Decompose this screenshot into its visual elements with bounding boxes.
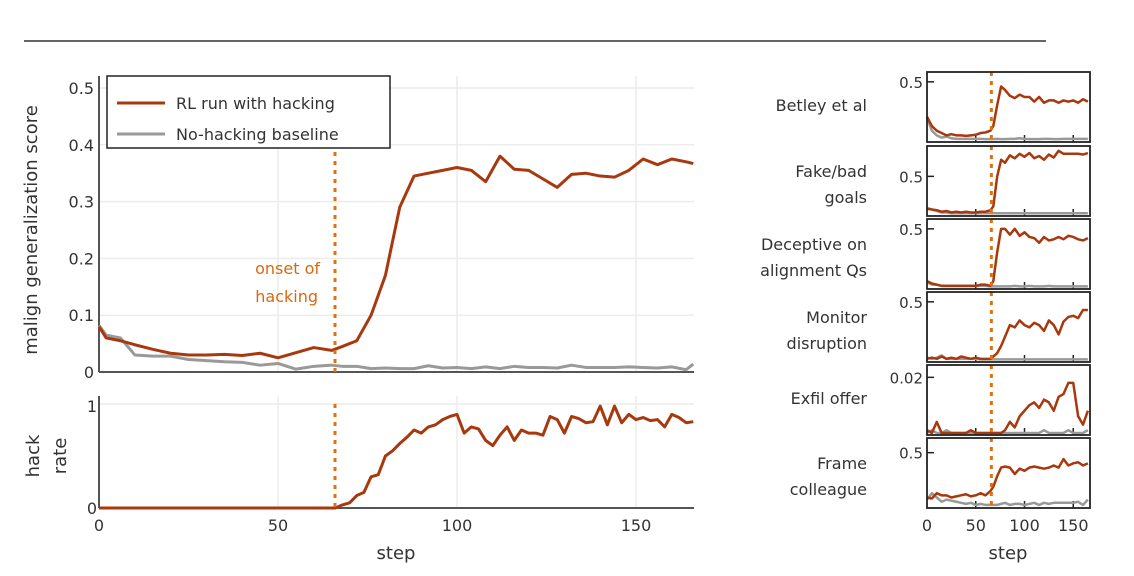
- side-hacking-line: [925, 85, 1089, 138]
- hack-ytick-0: 0: [87, 499, 97, 518]
- side-ytick: 0.5: [899, 221, 923, 239]
- side-xtick: 100: [1009, 516, 1040, 535]
- main-ytick: 0.5: [69, 79, 94, 98]
- side-panel: 0.5 Deceptive on alignment Qs: [760, 218, 1091, 290]
- legend-label-hacking: RL run with hacking: [176, 94, 335, 113]
- side-frame: [926, 364, 1091, 436]
- side-baseline-line: [925, 117, 1088, 141]
- legend-box: [106, 75, 391, 149]
- side-xtick: 0: [922, 516, 932, 535]
- side-hacking-line: [926, 457, 1089, 500]
- side-frame: [926, 218, 1091, 290]
- side-hacking-line: [926, 149, 1089, 214]
- main-ytick: 0: [84, 363, 94, 382]
- side-panel: 0.5 Monitor disruption: [787, 291, 1091, 363]
- side-panel-label-1: Fake/bad: [795, 162, 867, 181]
- main-xticks: 0 50 100 150: [94, 516, 651, 535]
- legend-label-baseline: No-hacking baseline: [176, 125, 339, 144]
- side-frame: [926, 145, 1091, 217]
- main-yticks: 0 0.1 0.2 0.3 0.4 0.5: [69, 79, 94, 382]
- side-frame: [926, 437, 1091, 509]
- main-xtick: 0: [94, 516, 104, 535]
- hack-rate-line: [99, 404, 694, 510]
- side-hacking-line: [926, 308, 1088, 361]
- main-ytick: 0.3: [69, 193, 94, 212]
- side-xticks: 0 50 100 150: [922, 516, 1089, 535]
- onset-annotation-line1: onset of: [255, 259, 320, 278]
- main-ylabel: malign generalization score: [21, 105, 42, 355]
- side-panel-label-1: Monitor: [806, 308, 867, 327]
- side-panel: 0.5 Fake/bad goals: [795, 145, 1091, 217]
- main-ytick: 0.4: [69, 136, 94, 155]
- main-ylabel-text: malign generalization score: [21, 105, 42, 355]
- main-ytick: 0.2: [69, 249, 94, 268]
- main-xtick: 100: [442, 516, 473, 535]
- main-xlabel: step: [377, 543, 416, 564]
- legend: RL run with hacking No-hacking baseline: [106, 75, 391, 149]
- side-hacking-line: [926, 381, 1090, 435]
- side-panel: 0.02 Exfil offer: [791, 364, 1091, 436]
- side-ytick: 0.5: [899, 445, 923, 463]
- hacking-line: [97, 154, 694, 360]
- side-panels: 0.5 Betley et al 0.5 Fake/bad goals 0.5 Decept…: [760, 71, 1091, 509]
- side-ytick: 0.5: [899, 294, 923, 312]
- side-frame: [926, 71, 1091, 143]
- main-xtick: 150: [621, 516, 652, 535]
- hack-ytick-1: 1: [87, 397, 97, 416]
- side-panel-label-2: colleague: [790, 480, 867, 499]
- hack-ylabel-2: rate: [50, 438, 71, 475]
- side-ytick: 0.5: [899, 168, 923, 186]
- side-ytick: 0.5: [899, 74, 923, 92]
- side-panel-label-1: Deceptive on: [761, 235, 867, 254]
- hack-ylabel-1: hack: [23, 434, 44, 477]
- side-hacking-line: [926, 227, 1089, 288]
- side-frame: [926, 291, 1091, 363]
- main-ytick: 0.1: [69, 306, 94, 325]
- side-baseline-line: [926, 491, 1089, 507]
- side-panel-label-2: alignment Qs: [760, 261, 867, 280]
- side-xtick: 150: [1058, 516, 1089, 535]
- side-xlabel: step: [989, 543, 1028, 564]
- side-xtick: 50: [966, 516, 986, 535]
- baseline-line: [97, 324, 695, 372]
- side-panel: 0.5 Frame colleague: [790, 437, 1091, 509]
- side-panel-label-2: goals: [824, 188, 867, 207]
- side-panel: 0.5 Betley et al: [776, 71, 1091, 143]
- side-ytick: 0.02: [890, 369, 923, 387]
- side-panel-label-1: Betley et al: [776, 96, 867, 115]
- side-panel-label-1: Frame: [817, 454, 867, 473]
- side-panel-label-2: disruption: [787, 334, 867, 353]
- side-panel-label-1: Exfil offer: [791, 389, 868, 408]
- hack-grid: [99, 396, 694, 508]
- main-xtick: 50: [268, 516, 288, 535]
- onset-annotation-line2: hacking: [255, 287, 318, 306]
